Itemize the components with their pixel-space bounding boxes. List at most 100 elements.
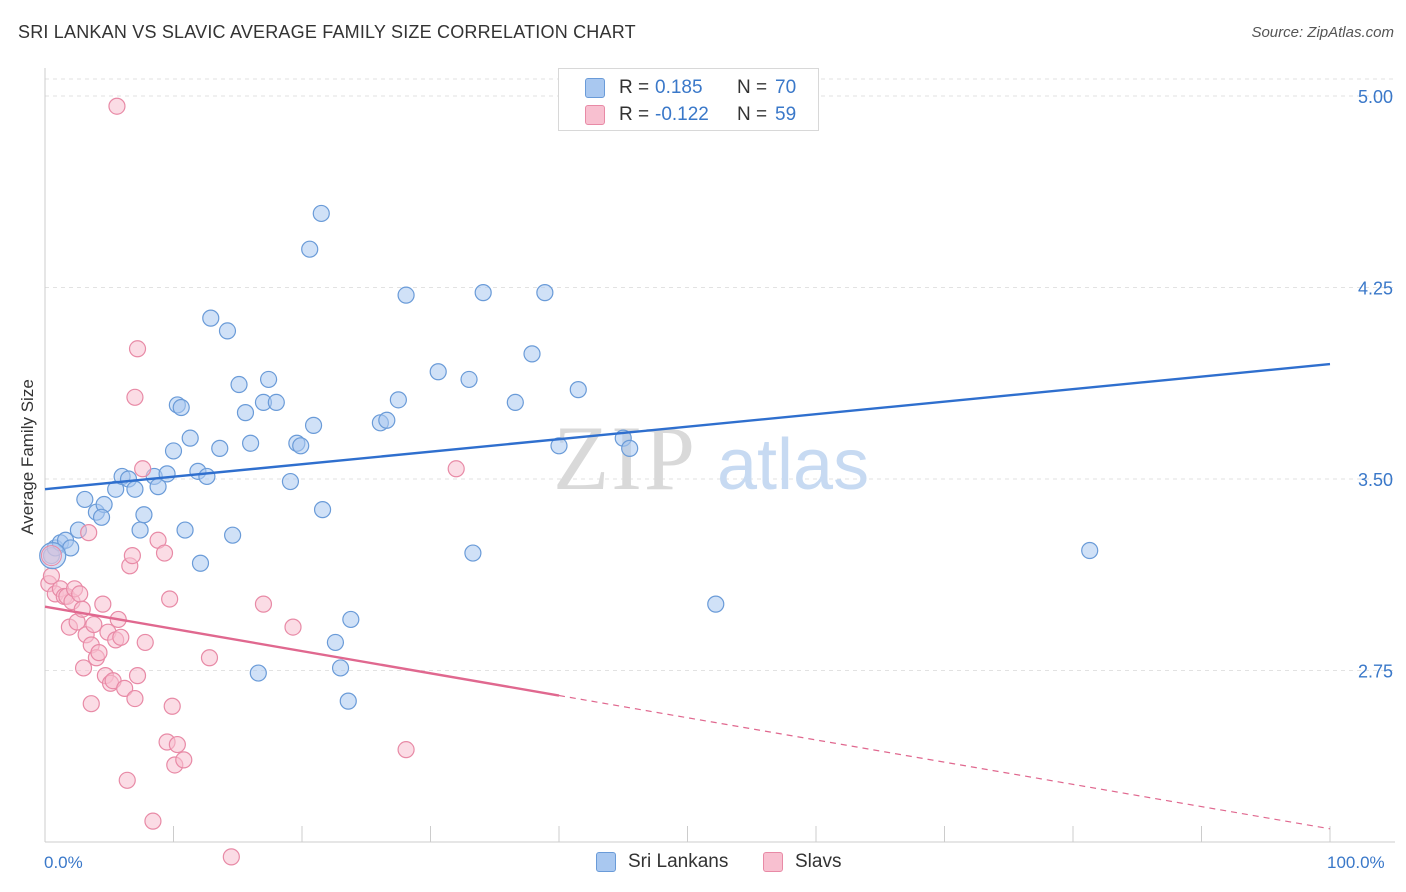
point-slavs <box>118 771 136 789</box>
point-slavs <box>134 460 152 478</box>
legend-swatch-sri-lankans <box>585 78 605 98</box>
point-sri-lankans <box>536 284 554 302</box>
point-slavs <box>168 735 186 754</box>
series-legend: Sri Lankans Slavs <box>0 851 1406 879</box>
series-swatch-slavs <box>763 852 783 872</box>
legend-n-value: 59 <box>775 104 797 125</box>
point-sri-lankans <box>211 439 229 457</box>
trend-line-sri-lankans <box>44 362 1331 491</box>
point-sri-lankans <box>312 204 330 223</box>
point-sri-lankans <box>172 398 190 417</box>
point-slavs <box>222 848 240 866</box>
source-label: Source: ZipAtlas.com <box>1251 24 1394 41</box>
point-slavs <box>128 667 147 685</box>
legend-n-label: N = <box>737 77 768 98</box>
point-sri-lankans <box>92 508 111 526</box>
point-sri-lankans <box>460 370 478 389</box>
series-legend-sri-lankans[interactable]: Sri Lankans <box>596 851 728 873</box>
point-sri-lankans <box>236 404 255 422</box>
point-sri-lankans <box>301 240 319 258</box>
point-sri-lankans <box>224 526 242 544</box>
point-sri-lankans <box>313 501 332 519</box>
point-slavs <box>128 340 147 358</box>
point-slavs <box>116 679 134 697</box>
y-tick-label: 5.00 <box>1358 87 1393 107</box>
legend-n-label: N = <box>737 104 768 125</box>
series-legend-slavs[interactable]: Slavs <box>763 851 841 873</box>
point-sri-lankans <box>202 309 220 327</box>
point-slavs <box>284 618 302 636</box>
point-sri-lankans <box>76 490 94 509</box>
point-slavs <box>82 695 100 713</box>
point-slavs <box>175 751 193 769</box>
point-sri-lankans <box>242 434 260 452</box>
point-sri-lankans <box>397 286 415 304</box>
point-slavs <box>254 595 273 613</box>
point-slavs-cluster <box>40 545 62 567</box>
point-sri-lankans <box>331 659 350 677</box>
series-name-slavs: Slavs <box>795 851 842 872</box>
point-sri-lankans <box>474 284 492 302</box>
legend-r-label: R = <box>619 77 650 98</box>
point-sri-lankans <box>135 506 153 524</box>
point-sri-lankans <box>429 363 447 381</box>
trend-line-slavs <box>44 605 560 697</box>
point-sri-lankans <box>281 472 300 491</box>
y-tick-label: 4.25 <box>1358 279 1393 299</box>
legend-row-slavs: R = -0.122 N = 59 <box>585 104 796 126</box>
point-sri-lankans <box>1081 541 1099 560</box>
point-sri-lankans <box>164 442 183 460</box>
point-sri-lankans <box>131 521 149 539</box>
point-slavs <box>200 649 219 667</box>
point-slavs <box>126 689 144 708</box>
legend-r-value: -0.122 <box>655 104 709 125</box>
y-axis-label-wrap: Average Family Size <box>15 0 41 892</box>
legend-r-label: R = <box>619 104 650 125</box>
point-slavs <box>108 97 126 115</box>
point-sri-lankans <box>259 370 278 389</box>
y-tick-label: 3.50 <box>1358 470 1393 490</box>
trend-line-slavs-dashed <box>558 694 1331 830</box>
legend-swatch-slavs <box>585 105 605 125</box>
point-slavs <box>74 659 93 677</box>
point-sri-lankans <box>249 664 267 682</box>
point-slavs <box>112 628 130 646</box>
chart-title: SRI LANKAN VS SLAVIC AVERAGE FAMILY SIZE… <box>18 22 636 42</box>
point-sri-lankans <box>621 439 639 457</box>
point-sri-lankans <box>464 544 482 562</box>
y-tick-label: 2.75 <box>1358 662 1393 682</box>
axes <box>44 68 1395 843</box>
point-slavs <box>126 388 144 406</box>
trend-lines <box>44 362 1331 830</box>
point-slavs <box>90 644 108 662</box>
point-slavs <box>397 741 415 759</box>
point-sri-lankans <box>389 391 407 409</box>
point-sri-lankans <box>326 633 345 652</box>
point-slavs <box>123 546 141 565</box>
point-sri-lankans <box>198 467 216 486</box>
grid <box>45 78 1395 671</box>
series-swatch-sri-lankans <box>596 852 616 872</box>
correlation-legend: R = 0.185 N = 70 R = -0.122 N = 59 <box>558 68 819 131</box>
legend-n-value: 70 <box>775 77 797 98</box>
point-sri-lankans <box>218 322 237 340</box>
point-slavs <box>163 697 181 715</box>
point-sri-lankans <box>230 375 248 394</box>
legend-r-value: 0.185 <box>655 77 703 98</box>
point-sri-lankans <box>126 480 144 498</box>
point-sri-lankans <box>181 429 199 447</box>
point-slavs <box>71 585 89 603</box>
point-slavs <box>94 595 112 613</box>
point-slavs <box>80 524 98 542</box>
point-sri-lankans <box>569 381 587 399</box>
point-sri-lankans <box>707 595 725 613</box>
point-sri-lankans <box>191 554 210 572</box>
point-sri-lankans <box>267 393 285 411</box>
data-points <box>39 97 1099 866</box>
point-sri-lankans <box>342 610 360 629</box>
point-slavs <box>155 544 174 562</box>
point-slavs <box>161 590 179 608</box>
point-sri-lankans <box>339 692 357 710</box>
point-slavs <box>136 633 154 652</box>
